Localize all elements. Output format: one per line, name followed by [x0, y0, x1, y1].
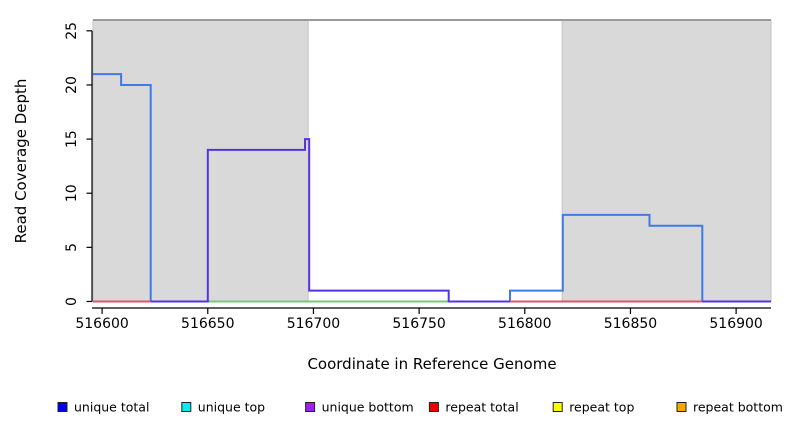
shaded-regions: [92, 19, 772, 302]
y-axis-label: Read Coverage Depth: [12, 79, 30, 244]
legend-swatch: [552, 402, 563, 412]
legend-swatch: [305, 402, 316, 412]
x-tick-label: 516700: [287, 316, 340, 332]
y-tick-label: 20: [64, 76, 80, 94]
legend-swatch: [428, 402, 439, 412]
x-tick-label: 516800: [498, 316, 551, 332]
legend-item: repeat top: [552, 400, 634, 415]
shaded-region: [92, 19, 309, 302]
legend-swatch: [676, 402, 687, 412]
legend-label: repeat total: [445, 400, 518, 415]
y-tick-label: 5: [64, 243, 80, 252]
x-tick-label: 516650: [181, 316, 234, 332]
legend-item: unique bottom: [305, 400, 414, 415]
x-tick-label: 516600: [75, 316, 128, 332]
shaded-region: [561, 19, 772, 302]
x-tick-label: 516850: [604, 316, 657, 332]
y-tick-label: 10: [64, 184, 80, 202]
series-unique-total: [93, 73, 771, 303]
legend-item: unique total: [57, 400, 149, 415]
series-unique-bottom: [93, 138, 771, 303]
y-tick-label: 25: [64, 22, 80, 40]
x-axis-label: Coordinate in Reference Genome: [307, 355, 556, 373]
legend-swatch: [57, 402, 68, 412]
legend-item: repeat bottom: [676, 400, 783, 415]
legend: unique total unique top unique bottom repea…: [57, 400, 783, 415]
axes: 0 5 10 15 20 25 516600 516650 516700 516750 516800…: [64, 22, 771, 332]
legend-label: unique total: [74, 400, 149, 415]
y-tick-label: 0: [64, 297, 80, 306]
x-tick-label: 516750: [392, 316, 445, 332]
legend-label: repeat bottom: [693, 400, 783, 415]
y-tick-label: 15: [64, 130, 80, 148]
legend-swatch: [181, 402, 192, 412]
x-tick-label: 516900: [709, 316, 762, 332]
legend-label: unique top: [198, 400, 265, 415]
legend-item: repeat total: [428, 400, 519, 415]
data-series: [93, 73, 771, 303]
legend-label: repeat top: [569, 400, 634, 415]
legend-label: unique bottom: [322, 400, 414, 415]
legend-item: unique top: [181, 400, 265, 415]
